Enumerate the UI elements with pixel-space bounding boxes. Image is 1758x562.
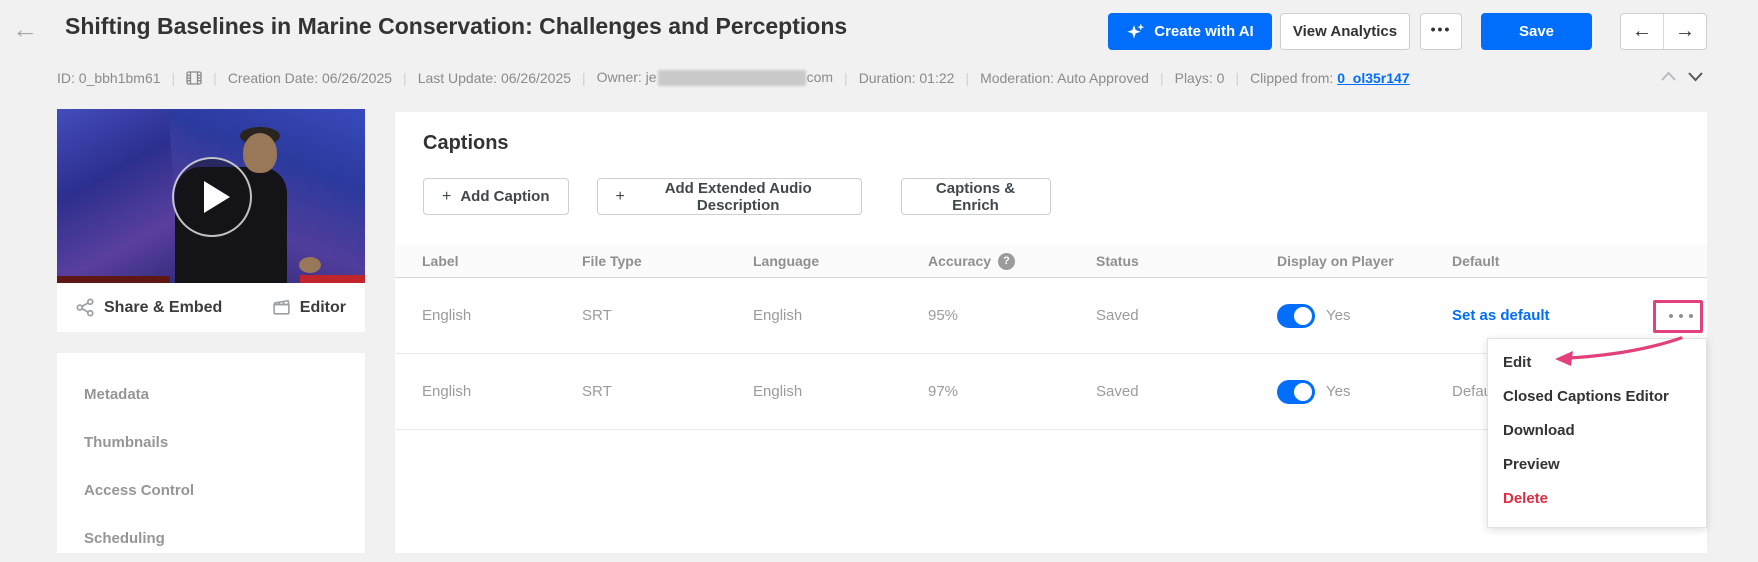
toggle-state-label: Yes xyxy=(1326,307,1351,324)
caption-label: English xyxy=(422,307,472,324)
caption-accuracy: 95% xyxy=(928,307,959,324)
duration: Duration: 01:22 xyxy=(858,69,955,86)
col-file-type: File Type xyxy=(582,253,642,269)
page-title: Shifting Baselines in Marine Conservatio… xyxy=(65,13,848,39)
create-with-ai-button[interactable]: Create with AI xyxy=(1108,13,1272,50)
col-label: Label xyxy=(422,253,459,269)
view-analytics-button[interactable]: View Analytics xyxy=(1280,13,1410,50)
plays-count: Plays: 0 xyxy=(1174,69,1225,86)
video-preview-card: Share & Embed Editor xyxy=(57,109,365,332)
set-as-default-link[interactable]: Set as default xyxy=(1452,307,1550,324)
entry-id: ID: 0_bbh1bm61 xyxy=(57,69,161,86)
sparkles-icon xyxy=(1126,22,1146,42)
captions-table: Label File Type Language Accuracy ? Stat… xyxy=(395,245,1707,430)
plus-icon: + xyxy=(615,187,625,205)
metadata-collapse-controls xyxy=(1660,71,1704,82)
captions-table-header: Label File Type Language Accuracy ? Stat… xyxy=(395,245,1707,278)
menu-item-download[interactable]: Download xyxy=(1503,421,1575,439)
share-icon xyxy=(76,298,95,317)
entry-pager: ← → xyxy=(1620,13,1707,50)
plus-icon: + xyxy=(442,187,452,205)
col-language: Language xyxy=(753,253,820,269)
caption-language: English xyxy=(753,307,803,324)
captions-enrich-button[interactable]: Captions & Enrich xyxy=(900,178,1051,215)
captions-actions: + Add Caption + Add Extended Audio Descr… xyxy=(423,178,1051,215)
caption-context-menu: Edit Closed Captions Editor Download Pre… xyxy=(1487,338,1707,528)
col-default: Default xyxy=(1452,253,1500,269)
captions-title: Captions xyxy=(423,132,509,154)
caption-label: English xyxy=(422,383,472,400)
sidebar-item-scheduling[interactable]: Scheduling xyxy=(84,529,165,547)
entry-sidebar-menu: Metadata Thumbnails Access Control Sched… xyxy=(57,353,365,553)
sidebar-item-metadata[interactable]: Metadata xyxy=(84,385,150,403)
share-embed-button[interactable]: Share & Embed xyxy=(76,298,222,317)
menu-item-edit[interactable]: Edit xyxy=(1503,353,1532,371)
toggle-state-label: Yes xyxy=(1326,383,1351,400)
clapperboard-icon xyxy=(272,298,291,317)
video-card-actions: Share & Embed Editor xyxy=(57,283,365,332)
col-status: Status xyxy=(1096,253,1139,269)
accuracy-help-icon[interactable]: ? xyxy=(998,252,1016,270)
owner: Owner: je com xyxy=(596,69,834,87)
save-button[interactable]: Save xyxy=(1481,13,1592,50)
caption-language: English xyxy=(753,383,803,400)
header-more-button[interactable]: ••• xyxy=(1420,13,1462,50)
caption-status: Saved xyxy=(1096,307,1139,324)
col-accuracy: Accuracy ? xyxy=(928,252,1096,270)
editor-button[interactable]: Editor xyxy=(272,298,346,317)
owner-redaction xyxy=(657,70,806,87)
film-icon[interactable] xyxy=(186,70,202,85)
menu-item-delete[interactable]: Delete xyxy=(1503,489,1549,507)
add-extended-audio-description-button[interactable]: + Add Extended Audio Description xyxy=(596,178,862,215)
play-button[interactable] xyxy=(172,157,252,237)
sidebar-item-thumbnails[interactable]: Thumbnails xyxy=(84,433,169,451)
creation-date: Creation Date: 06/26/2025 xyxy=(227,69,393,86)
row-more-options-button[interactable] xyxy=(1667,308,1695,324)
caption-file-type: SRT xyxy=(582,383,612,400)
caption-accuracy: 97% xyxy=(928,383,959,400)
chevron-up-icon[interactable] xyxy=(1660,71,1677,82)
back-button[interactable]: ← xyxy=(8,12,42,46)
entry-metadata-bar: ID: 0_bbh1bm61 | | Creation Date: 06/26/… xyxy=(57,69,1410,87)
moderation-status: Moderation: Auto Approved xyxy=(980,69,1149,86)
clipped-from: Clipped from: 0_ol35r147 xyxy=(1250,69,1410,86)
previous-entry-button[interactable]: ← xyxy=(1621,14,1664,49)
video-thumbnail[interactable] xyxy=(57,109,365,283)
caption-file-type: SRT xyxy=(582,307,612,324)
last-update: Last Update: 06/26/2025 xyxy=(417,69,572,86)
clipped-from-link[interactable]: 0_ol35r147 xyxy=(1337,69,1410,86)
next-entry-button[interactable]: → xyxy=(1664,14,1706,49)
menu-item-preview[interactable]: Preview xyxy=(1503,455,1560,473)
col-display-on-player: Display on Player xyxy=(1277,253,1394,269)
display-on-player-toggle[interactable] xyxy=(1277,303,1315,328)
add-caption-button[interactable]: + Add Caption xyxy=(423,178,569,215)
caption-status: Saved xyxy=(1096,383,1139,400)
chevron-down-icon[interactable] xyxy=(1687,71,1704,82)
menu-item-closed-captions-editor[interactable]: Closed Captions Editor xyxy=(1503,387,1669,405)
sidebar-item-access-control[interactable]: Access Control xyxy=(84,481,195,499)
caption-row-1: English SRT English 95% Saved Yes Set as… xyxy=(395,278,1707,354)
create-with-ai-label: Create with AI xyxy=(1154,23,1254,40)
display-on-player-toggle[interactable] xyxy=(1277,379,1315,404)
captions-panel: Captions + Add Caption + Add Extended Au… xyxy=(395,112,1707,553)
play-icon xyxy=(204,181,230,213)
